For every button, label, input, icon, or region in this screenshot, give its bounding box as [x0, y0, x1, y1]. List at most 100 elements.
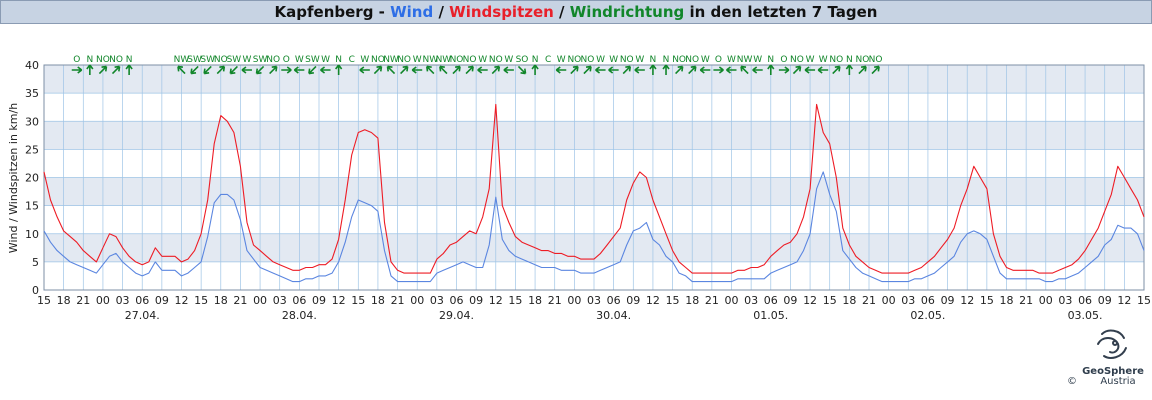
arrow-shape — [778, 66, 790, 74]
direction-arrow-icon — [320, 66, 331, 74]
x-tick-label: 18 — [528, 294, 542, 307]
arrow-shape — [583, 65, 592, 75]
arrow-shape — [634, 66, 645, 74]
arrow-shape — [491, 65, 501, 75]
y-tick-label: 0 — [32, 284, 39, 297]
direction-arrow-icon — [595, 66, 606, 74]
x-tick-label: 12 — [803, 294, 817, 307]
arrow-shape — [699, 66, 711, 74]
arrow-shape — [373, 65, 383, 75]
direction-label: NO — [371, 55, 385, 65]
direction-label: NW — [737, 55, 753, 65]
direction-arrow-icon — [688, 65, 697, 75]
date-label: 27.04. — [125, 309, 160, 322]
arrow-shape — [111, 65, 121, 75]
arrow-shape — [531, 64, 539, 75]
x-tick-label: 15 — [194, 294, 208, 307]
x-tick-label: 06 — [1078, 294, 1092, 307]
x-tick-label: 00 — [1039, 294, 1053, 307]
arrow-shape — [517, 65, 527, 75]
arrow-shape — [359, 66, 370, 74]
y-axis-ticks: 0 5 10 15 20 25 30 35 40 — [25, 59, 39, 297]
direction-arrow-icon — [517, 65, 527, 75]
title-part: / — [433, 3, 449, 21]
x-tick-label: 12 — [175, 294, 189, 307]
y-tick-label: 15 — [25, 200, 39, 213]
date-label: 30.04. — [596, 309, 631, 322]
arrow-shape — [752, 66, 763, 74]
arrow-shape — [269, 65, 278, 75]
title-part: Windspitzen — [449, 3, 554, 21]
y-tick-label: 30 — [25, 115, 39, 128]
direction-arrow-icon — [293, 66, 305, 74]
x-tick-label: 09 — [155, 294, 169, 307]
x-tick-label: 09 — [469, 294, 483, 307]
arrow-shape — [804, 66, 816, 74]
direction-arrow-icon — [71, 66, 83, 74]
x-tick-label: 03 — [901, 294, 915, 307]
arrow-shape — [726, 66, 737, 74]
direction-label: N — [126, 55, 133, 65]
direction-label: O — [715, 55, 722, 65]
arrow-shape — [190, 65, 199, 75]
arrow-shape — [817, 66, 829, 74]
x-tick-label: 15 — [351, 294, 365, 307]
direction-arrow-icon — [411, 66, 423, 74]
title-part: Kapfenberg - — [275, 3, 391, 21]
direction-label: SO — [516, 55, 529, 65]
arrow-shape — [845, 64, 853, 75]
direction-label: NW — [174, 55, 190, 65]
x-tick-label: 09 — [783, 294, 797, 307]
direction-label: O — [73, 55, 80, 65]
x-tick-label: 15 — [508, 294, 522, 307]
direction-arrow-icon — [359, 66, 370, 74]
direction-arrow-icon — [570, 65, 579, 75]
title-part: / — [554, 3, 570, 21]
title-part: in den letzten 7 Tagen — [684, 3, 877, 21]
direction-label: C — [545, 55, 551, 65]
x-tick-label: 21 — [1019, 294, 1033, 307]
grid-lines — [43, 64, 1145, 291]
direction-arrow-icon — [86, 64, 94, 75]
direction-label: NW — [436, 55, 452, 65]
direction-arrow-icon — [229, 65, 238, 75]
date-label: 03.05. — [1068, 309, 1103, 322]
x-axis-ticks: 15 18 21 00 03 06 09 12 15 18 21 00 03 06 09 12 15 18 21 00… — [37, 294, 1151, 307]
x-tick-label: 03 — [1058, 294, 1072, 307]
x-tick-label: 18 — [685, 294, 699, 307]
logo-name: GeoSphere — [1082, 366, 1144, 377]
x-tick-label: 12 — [489, 294, 503, 307]
arrow-shape — [792, 65, 802, 75]
direction-label: W — [478, 55, 487, 65]
arrow-shape — [386, 65, 396, 75]
direction-label: NO — [109, 55, 123, 65]
x-tick-label: 15 — [980, 294, 994, 307]
direction-label: N — [532, 55, 539, 65]
date-labels: 27.04. 28.04. 29.04. 30.04. 01.05. 02.05. 03.0… — [125, 309, 1103, 322]
direction-arrow-icon — [608, 66, 619, 74]
direction-arrow-icon — [713, 66, 724, 74]
direction-label: SW — [187, 55, 202, 65]
direction-label: NO — [869, 55, 883, 65]
x-tick-label: 21 — [705, 294, 719, 307]
x-tick-label: 03 — [430, 294, 444, 307]
x-tick-label: 18 — [214, 294, 228, 307]
direction-label: N — [650, 55, 657, 65]
date-label: 02.05. — [910, 309, 945, 322]
direction-label: NO — [685, 55, 699, 65]
gust-series-line — [43, 103, 1145, 274]
arrow-shape — [71, 66, 83, 74]
direction-arrow-icon — [740, 65, 749, 75]
arrow-shape — [125, 64, 133, 75]
arrow-shape — [203, 65, 212, 75]
date-label: 01.05. — [753, 309, 788, 322]
direction-arrow-icon — [662, 64, 670, 75]
arrow-shape — [98, 65, 108, 75]
arrow-shape — [608, 66, 619, 74]
logo-swirl-icon — [1097, 329, 1127, 359]
arrow-shape — [477, 66, 488, 74]
y-tick-label: 35 — [25, 87, 39, 100]
x-tick-label: 00 — [567, 294, 581, 307]
